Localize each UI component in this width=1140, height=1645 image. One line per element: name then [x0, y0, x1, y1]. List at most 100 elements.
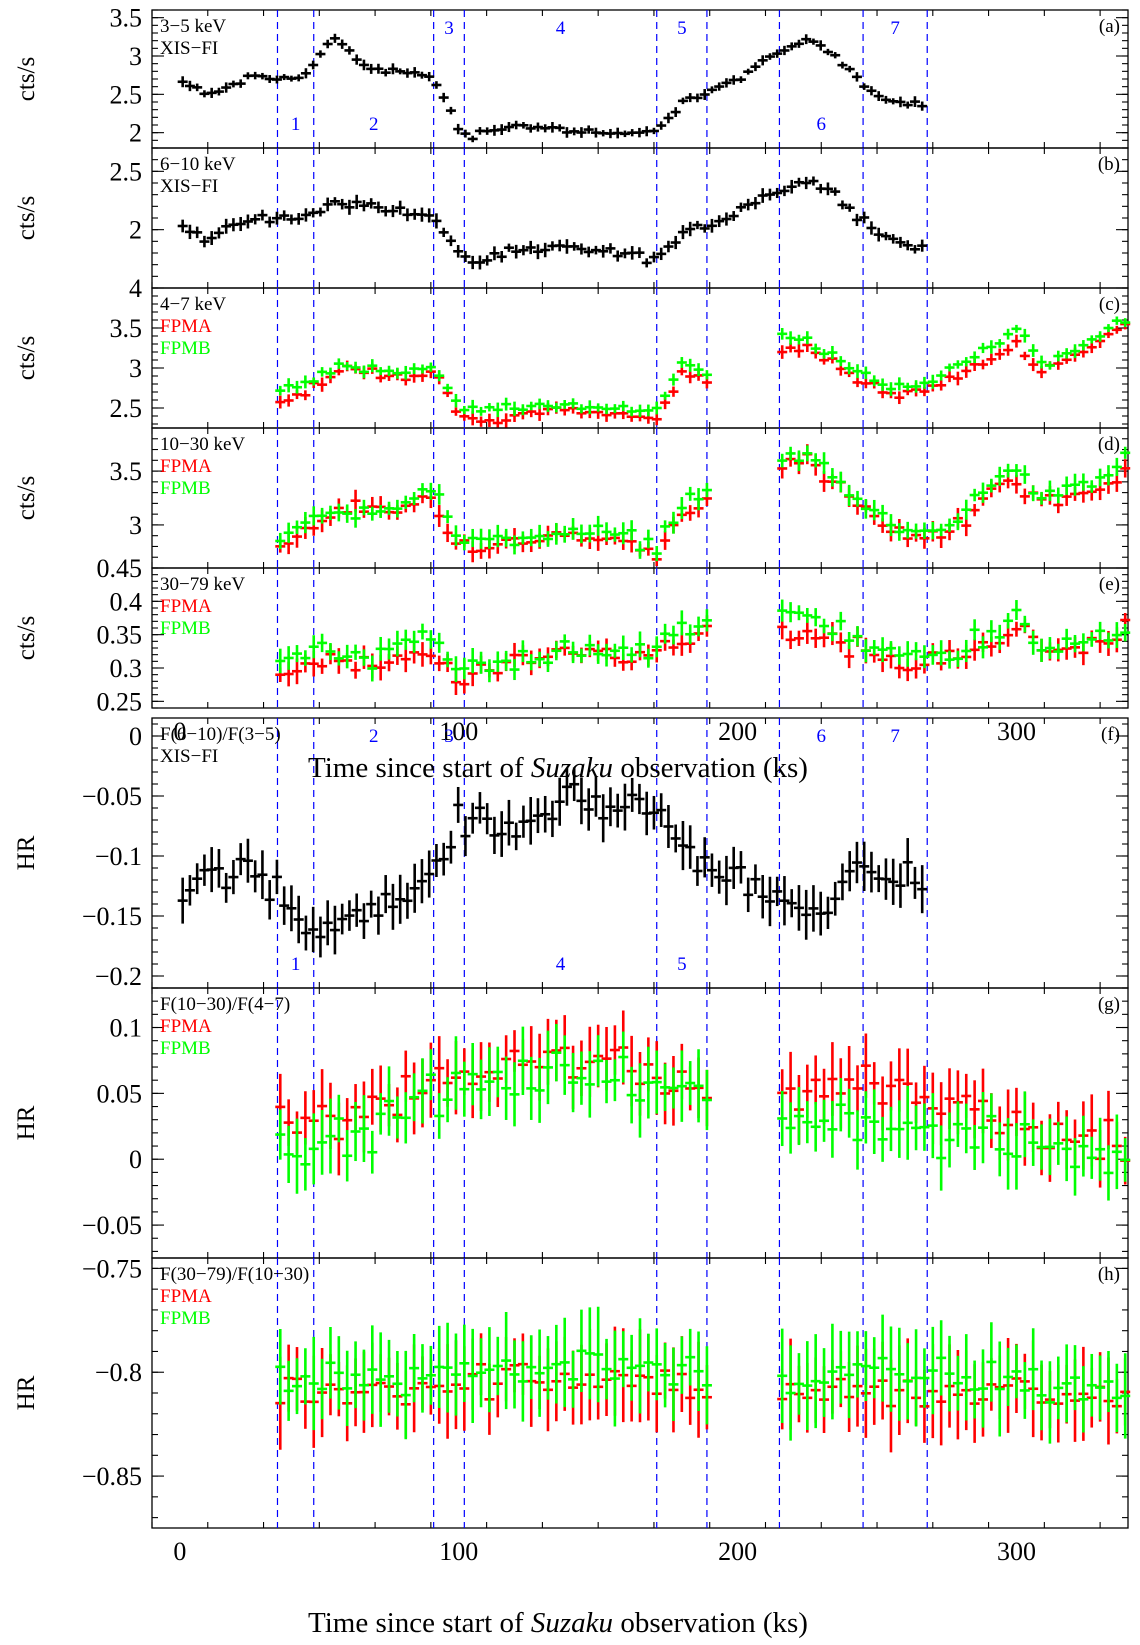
interval-number: 2	[369, 114, 379, 135]
data-point	[618, 400, 629, 412]
data-point	[434, 484, 445, 505]
data-point	[701, 370, 712, 380]
data-point	[1103, 632, 1114, 649]
data-point	[551, 1023, 562, 1082]
data-point	[885, 382, 896, 396]
data-point	[459, 657, 470, 680]
data-point	[656, 793, 667, 827]
data-point	[250, 860, 261, 893]
data-point	[936, 380, 947, 391]
data-point	[177, 219, 188, 233]
data-point	[860, 499, 871, 519]
data-point	[830, 881, 841, 916]
data-point	[300, 1138, 311, 1191]
data-point	[693, 488, 704, 511]
data-point	[351, 893, 362, 927]
data-point	[685, 1328, 696, 1386]
data-point	[609, 404, 620, 414]
data-point	[496, 250, 507, 263]
data-point	[641, 258, 652, 268]
data-point	[1019, 328, 1030, 343]
data-point	[635, 541, 645, 559]
data-point	[1003, 328, 1014, 340]
y-tick-label: −0.15	[82, 902, 142, 931]
data-point	[351, 54, 362, 65]
data-point	[518, 245, 529, 256]
series-xis	[177, 176, 928, 270]
data-point	[894, 1100, 905, 1158]
data-point	[192, 83, 203, 92]
data-point	[844, 484, 855, 506]
data-point	[860, 1033, 871, 1098]
data-point	[793, 450, 804, 472]
data-point	[601, 1060, 612, 1104]
data-point	[802, 1341, 813, 1431]
data-point	[902, 1343, 913, 1420]
data-point	[534, 398, 545, 410]
data-point	[442, 510, 453, 524]
interval-number: 5	[677, 954, 687, 975]
data-point	[786, 42, 797, 51]
data-point	[721, 212, 732, 226]
data-point	[300, 390, 311, 401]
data-point	[525, 124, 536, 133]
y-tick-label: −0.05	[82, 1211, 142, 1240]
data-point	[445, 106, 456, 115]
data-point	[1103, 1350, 1114, 1413]
data-point	[969, 619, 980, 641]
data-point	[425, 1345, 436, 1405]
data-point	[609, 643, 620, 658]
panel-tag: (d)	[1098, 434, 1120, 455]
data-point	[1061, 476, 1072, 495]
data-point	[777, 328, 788, 340]
data-point	[944, 650, 955, 669]
data-point	[885, 514, 896, 537]
data-point	[601, 1338, 612, 1400]
data-point	[350, 489, 361, 512]
data-point	[367, 506, 378, 521]
data-point	[793, 1087, 804, 1146]
data-point	[1095, 331, 1106, 342]
data-point	[525, 796, 536, 845]
data-point	[802, 331, 813, 345]
data-point	[815, 40, 826, 51]
data-point	[927, 645, 938, 665]
data-point	[1078, 340, 1089, 351]
data-point	[242, 214, 253, 229]
data-point	[994, 466, 1005, 486]
data-point	[315, 50, 326, 58]
data-point	[735, 202, 746, 212]
data-point	[860, 378, 871, 389]
data-point	[1061, 348, 1072, 359]
data-point	[593, 515, 604, 536]
y-tick-label: 2.5	[110, 394, 143, 423]
data-point	[551, 402, 562, 413]
data-point	[325, 505, 336, 520]
data-point	[772, 49, 783, 58]
panel-label: XIS−FI	[160, 176, 218, 197]
data-point	[300, 208, 311, 222]
data-point	[660, 623, 671, 644]
data-point	[1011, 334, 1022, 348]
data-point	[785, 602, 796, 623]
data-point	[559, 634, 570, 649]
data-point	[392, 499, 403, 518]
data-point	[1095, 1355, 1106, 1420]
data-point	[1044, 1118, 1055, 1175]
data-point	[605, 243, 616, 254]
data-point	[460, 816, 471, 857]
data-point	[450, 393, 461, 408]
data-point	[192, 863, 203, 895]
data-point	[509, 401, 520, 416]
data-point	[685, 505, 696, 521]
data-point	[635, 404, 645, 417]
data-point	[668, 625, 679, 645]
data-point	[660, 1063, 671, 1111]
data-point	[242, 838, 253, 883]
data-point	[601, 522, 612, 542]
data-point	[860, 1091, 871, 1144]
panel-label: FPMB	[160, 1308, 211, 1329]
data-point	[501, 413, 512, 428]
